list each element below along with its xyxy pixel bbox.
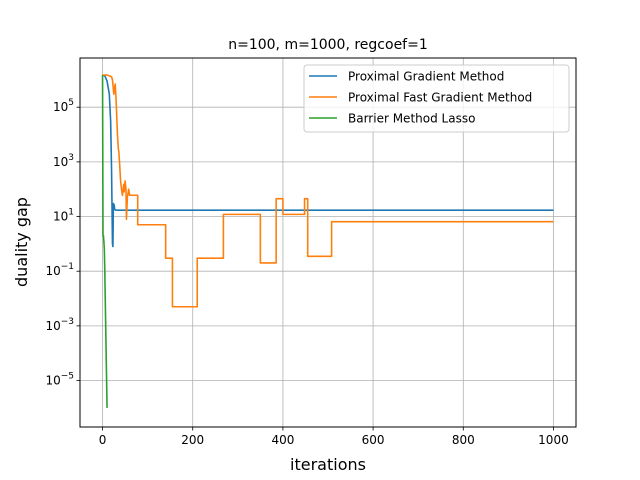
x-tick-label: 1000: [538, 433, 569, 447]
plot-frame: [79, 57, 577, 428]
series-line-proximal-fast-gradient-method: [102, 74, 554, 308]
legend: Proximal Gradient Method Proximal Fast Gr…: [303, 64, 570, 133]
grid: [80, 58, 576, 427]
axis-ticks: 0 200 400 600 800 1000 10−5 10−3 10−1 101 103 105: [45, 98, 568, 447]
x-axis-title: iterations: [290, 455, 366, 474]
x-tick-label: 0: [99, 433, 107, 447]
chart-title: n=100, m=1000, regcoef=1: [228, 37, 428, 53]
y-axis-title: duality gap: [12, 197, 31, 287]
series-layer: [101, 74, 554, 408]
series-line-proximal-gradient-method: [102, 74, 554, 248]
y-tick-label: 10−5: [45, 372, 74, 388]
series-line-barrier-method-lasso: [101, 75, 108, 408]
legend-label: Proximal Gradient Method: [348, 70, 504, 84]
legend-label: Proximal Fast Gradient Method: [348, 91, 532, 105]
legend-label: Barrier Method Lasso: [348, 112, 475, 126]
y-tick-label: 105: [53, 98, 74, 114]
y-tick-label: 103: [53, 153, 74, 169]
y-tick-label: 101: [53, 208, 74, 224]
x-tick-label: 200: [181, 433, 204, 447]
x-tick-label: 800: [452, 433, 475, 447]
y-tick-label: 10−1: [45, 262, 74, 278]
y-tick-label: 10−3: [45, 317, 74, 333]
x-tick-label: 600: [362, 433, 385, 447]
legend-box: [303, 64, 570, 133]
x-tick-label: 400: [271, 433, 294, 447]
